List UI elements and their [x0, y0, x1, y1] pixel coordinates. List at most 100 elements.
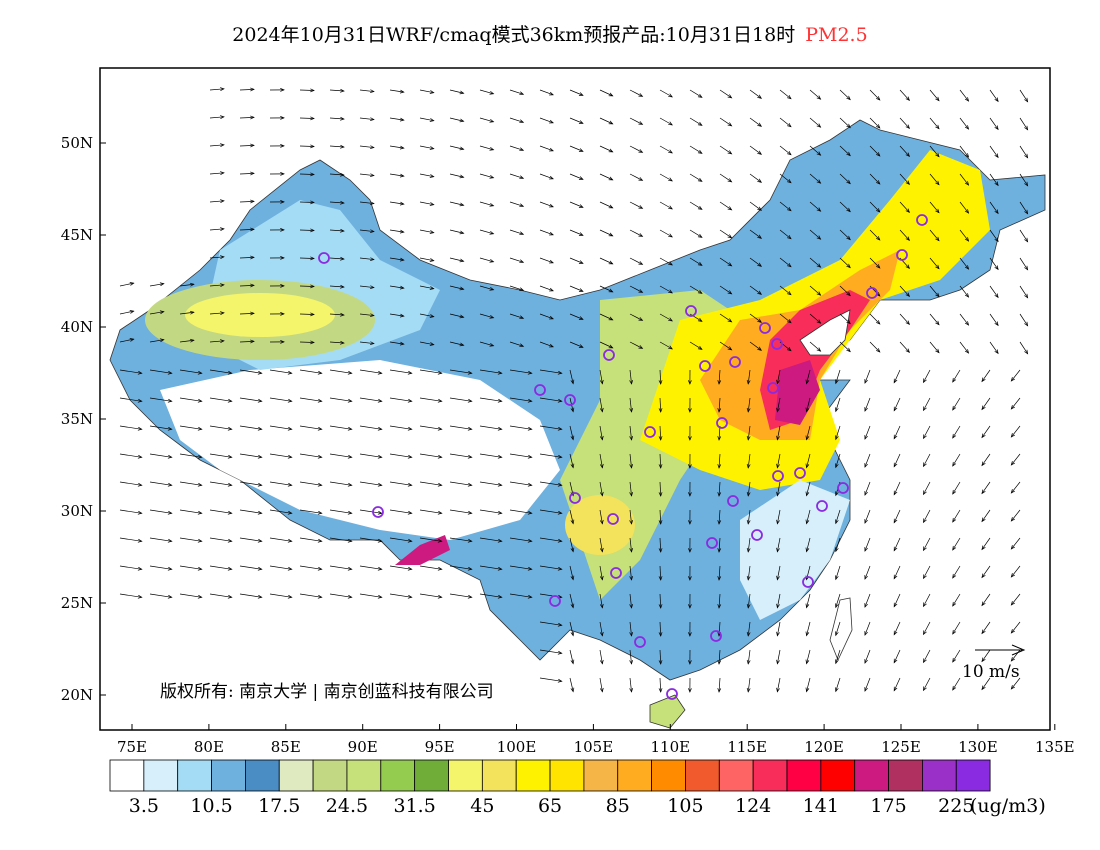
wind-arrow	[329, 481, 353, 487]
wind-arrow	[569, 509, 575, 525]
wind-arrow	[658, 537, 663, 553]
wind-arrow	[359, 145, 375, 150]
wind-arrow	[359, 117, 375, 122]
city-marker	[729, 356, 741, 368]
wind-arrow	[989, 313, 999, 327]
wind-arrow	[922, 537, 931, 552]
wind-arrow	[776, 369, 781, 385]
colorbar-swatch	[244, 759, 280, 792]
wind-arrow	[569, 89, 584, 96]
wind-arrow	[389, 341, 405, 346]
wind-arrow	[209, 481, 233, 487]
wind-arrow	[629, 117, 644, 125]
wind-arrow	[805, 677, 811, 693]
colorbar-label: 3.5	[128, 795, 159, 817]
wind-arrow	[539, 537, 563, 543]
wind-arrow	[629, 593, 634, 609]
wind-arrow	[922, 509, 931, 524]
wind-arrow	[269, 593, 293, 599]
wind-arrow	[299, 228, 315, 233]
lat-tick-label: 30N	[61, 502, 93, 520]
wind-arrow	[893, 537, 901, 552]
wind-arrow	[779, 285, 792, 296]
colorbar-label: 31.5	[393, 795, 436, 817]
city-marker	[710, 630, 722, 642]
wind-arrow	[239, 199, 255, 204]
wind-arrow	[119, 537, 143, 543]
wind-arrow	[209, 255, 225, 259]
wind-arrow	[239, 369, 263, 375]
wind-arrow	[539, 201, 554, 208]
wind-arrow	[981, 565, 991, 579]
wind-reference-label: 10 m/s	[962, 662, 1020, 682]
wind-arrow	[209, 115, 225, 119]
wind-arrow	[839, 173, 851, 185]
wind-arrow	[239, 115, 255, 120]
wind-arrow	[776, 509, 781, 525]
wind-arrow	[809, 229, 822, 240]
wind-arrow	[359, 481, 383, 487]
wind-arrow	[239, 227, 255, 232]
wind-arrow	[449, 173, 465, 179]
wind-arrow	[509, 313, 525, 320]
wind-arrow	[959, 285, 970, 298]
wind-arrow	[599, 201, 614, 209]
wind-arrow	[1019, 257, 1029, 271]
city-marker	[772, 470, 784, 482]
wind-arrow	[239, 425, 263, 431]
colorbar-swatch	[380, 759, 416, 792]
wind-arrow	[599, 593, 604, 609]
colorbar-swatch	[109, 759, 145, 792]
wind-arrow	[329, 397, 353, 403]
wind-arrow	[539, 369, 563, 375]
wind-arrow	[893, 425, 901, 440]
wind-arrow	[688, 565, 692, 581]
wind-arrow	[779, 201, 792, 212]
wind-arrow	[539, 229, 554, 236]
wind-arrow	[839, 229, 851, 241]
wind-arrow	[776, 677, 781, 693]
wind-arrow	[329, 453, 353, 459]
wind-arrow	[449, 257, 465, 263]
wind-arrow	[629, 313, 644, 321]
wind-arrow	[922, 425, 931, 440]
wind-arrow	[419, 257, 435, 262]
wind-arrow	[119, 369, 143, 375]
wind-arrow	[835, 565, 841, 581]
wind-arrow	[835, 537, 841, 553]
wind-arrow	[658, 509, 663, 525]
wind-arrow	[749, 257, 763, 267]
wind-arrow	[629, 369, 634, 385]
wind-arrow	[419, 285, 435, 290]
wind-arrow	[779, 145, 792, 156]
wind-arrow	[717, 397, 722, 413]
wind-arrow	[239, 339, 255, 344]
wind-arrow	[449, 89, 465, 95]
colorbar-swatch	[617, 759, 652, 792]
wind-arrow	[746, 593, 751, 609]
wind-arrow	[688, 621, 692, 637]
southtibet-hotspot	[395, 535, 450, 565]
wind-arrow	[952, 453, 961, 467]
wind-arrow	[893, 453, 901, 468]
wind-arrow	[629, 341, 644, 349]
wind-arrow	[688, 453, 692, 469]
colorbar-label: 175	[870, 795, 907, 817]
wind-arrow	[599, 565, 604, 581]
wind-arrow	[839, 257, 851, 269]
wind-arrow	[893, 565, 901, 580]
wind-arrow	[688, 593, 692, 609]
wind-arrow	[509, 285, 525, 292]
wind-arrow	[922, 649, 931, 664]
wind-arrow	[809, 89, 822, 100]
wind-arrow	[805, 509, 811, 525]
wind-arrow	[539, 117, 554, 124]
colorbar-label: 45	[470, 795, 495, 817]
wind-arrow	[269, 425, 293, 431]
wind-arrow	[329, 593, 353, 599]
colorbar-swatch	[143, 759, 179, 792]
wind-arrow	[981, 537, 991, 551]
wind-arrow	[269, 537, 293, 543]
colorbar-label: 65	[537, 795, 563, 817]
wind-arrow	[329, 537, 353, 543]
